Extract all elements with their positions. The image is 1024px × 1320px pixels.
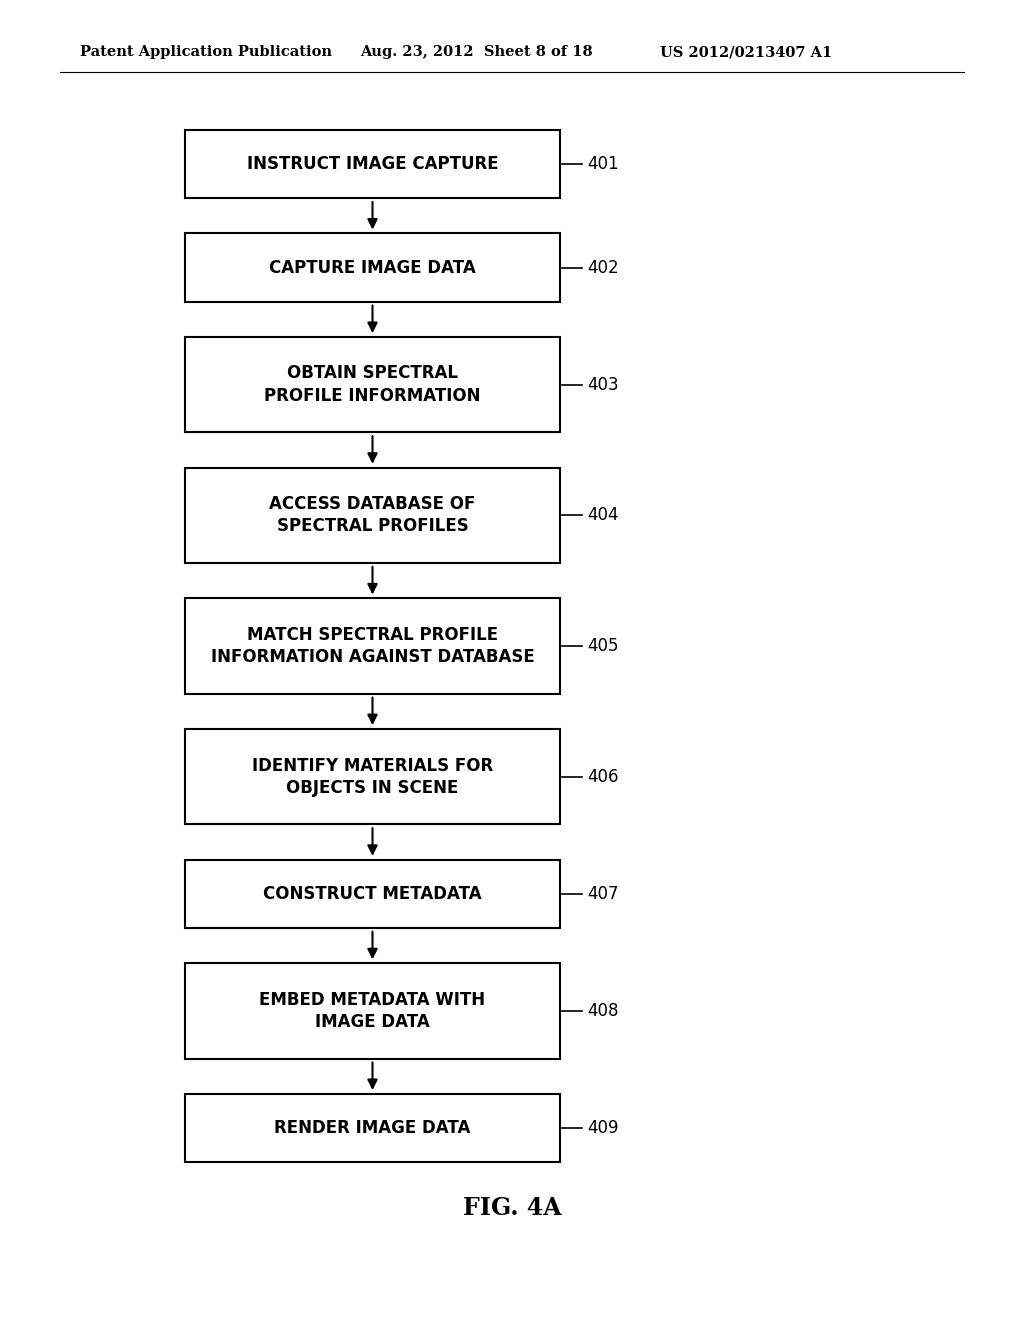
Bar	[185, 337, 560, 432]
Text: 401: 401	[587, 154, 618, 173]
Text: Patent Application Publication: Patent Application Publication	[80, 45, 332, 59]
Text: 409: 409	[587, 1119, 618, 1137]
Text: Aug. 23, 2012  Sheet 8 of 18: Aug. 23, 2012 Sheet 8 of 18	[360, 45, 593, 59]
Text: ACCESS DATABASE OF
SPECTRAL PROFILES: ACCESS DATABASE OF SPECTRAL PROFILES	[269, 495, 476, 536]
Bar	[185, 859, 560, 928]
Text: 404: 404	[587, 507, 618, 524]
Text: 402: 402	[587, 259, 618, 276]
Text: 408: 408	[587, 1002, 618, 1020]
Text: US 2012/0213407 A1: US 2012/0213407 A1	[660, 45, 833, 59]
Bar	[185, 1094, 560, 1162]
Text: OBTAIN SPECTRAL
PROFILE INFORMATION: OBTAIN SPECTRAL PROFILE INFORMATION	[264, 364, 480, 405]
Text: 407: 407	[587, 884, 618, 903]
Text: 405: 405	[587, 638, 618, 655]
Text: INSTRUCT IMAGE CAPTURE: INSTRUCT IMAGE CAPTURE	[247, 154, 499, 173]
Text: 406: 406	[587, 768, 618, 785]
Bar	[185, 129, 560, 198]
Text: CONSTRUCT METADATA: CONSTRUCT METADATA	[263, 884, 482, 903]
Bar	[185, 234, 560, 301]
Bar	[185, 964, 560, 1059]
Bar	[185, 467, 560, 562]
Text: EMBED METADATA WITH
IMAGE DATA: EMBED METADATA WITH IMAGE DATA	[259, 991, 485, 1031]
Text: RENDER IMAGE DATA: RENDER IMAGE DATA	[274, 1119, 471, 1137]
Bar	[185, 598, 560, 693]
Text: FIG. 4A: FIG. 4A	[463, 1196, 561, 1220]
Text: IDENTIFY MATERIALS FOR
OBJECTS IN SCENE: IDENTIFY MATERIALS FOR OBJECTS IN SCENE	[252, 756, 494, 797]
Bar	[185, 729, 560, 825]
Text: 403: 403	[587, 376, 618, 393]
Text: MATCH SPECTRAL PROFILE
INFORMATION AGAINST DATABASE: MATCH SPECTRAL PROFILE INFORMATION AGAIN…	[211, 626, 535, 667]
Text: CAPTURE IMAGE DATA: CAPTURE IMAGE DATA	[269, 259, 476, 276]
